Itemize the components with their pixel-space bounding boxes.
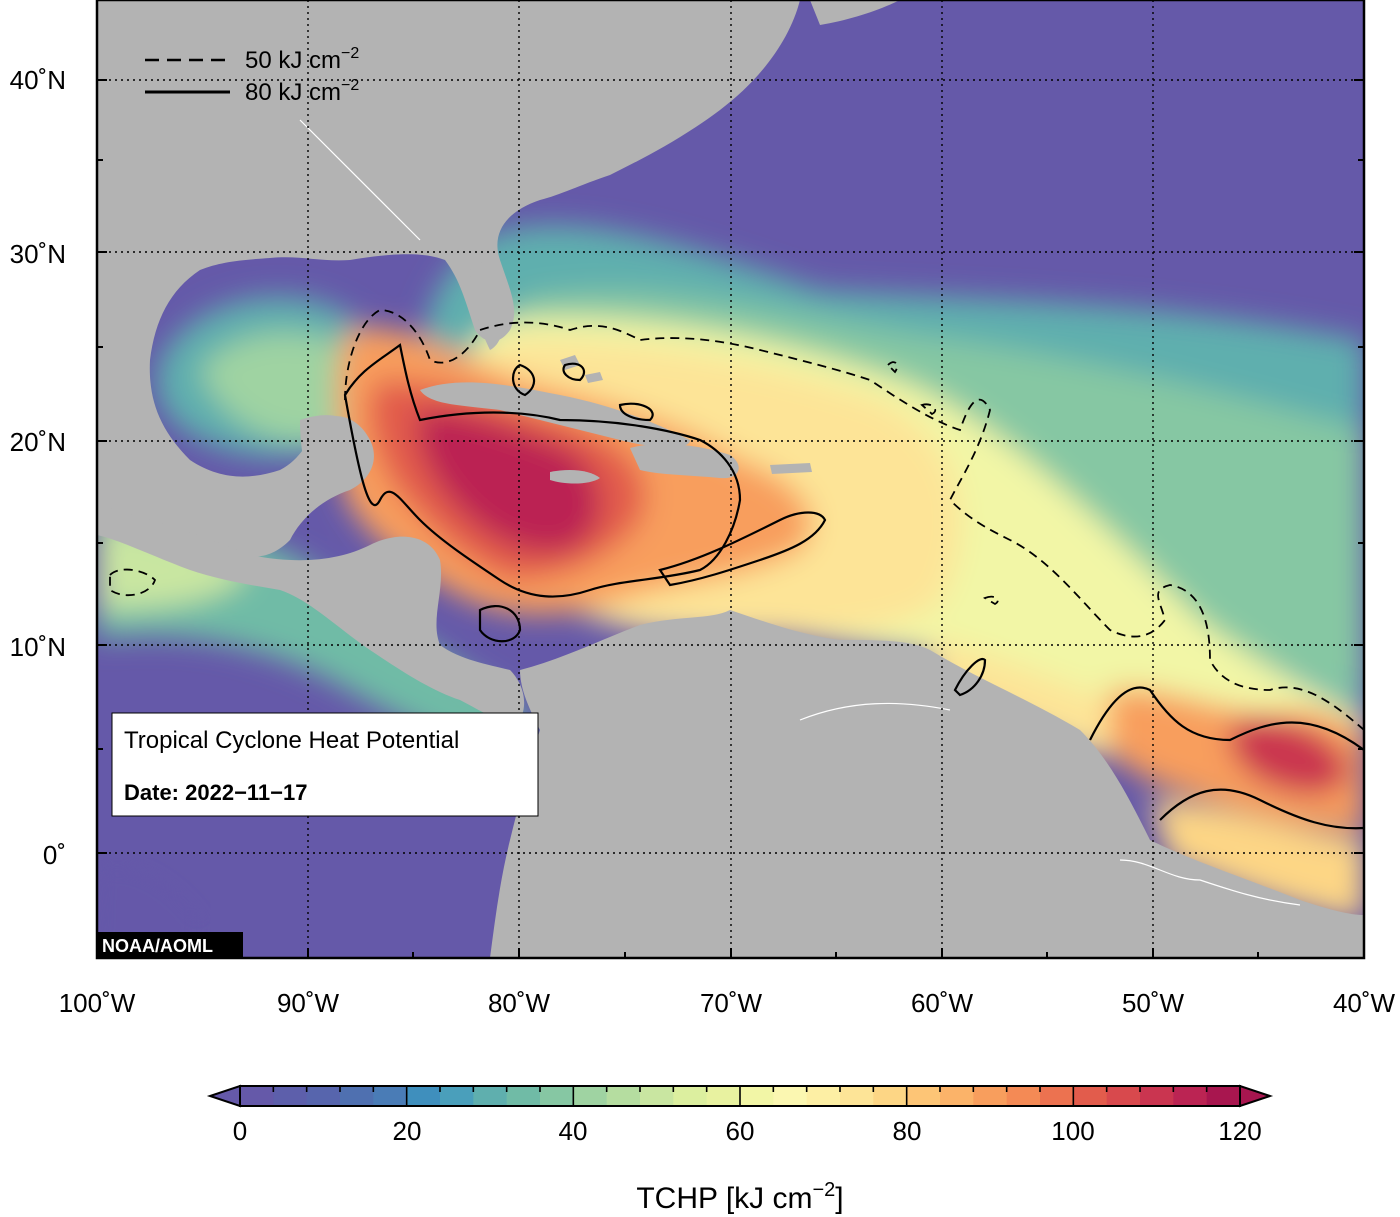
colorbar-swatch xyxy=(1106,1086,1141,1106)
colorbar-tick-label: 20 xyxy=(393,1116,422,1146)
map-date: Date: 2022−11−17 xyxy=(124,780,308,805)
map-panel: 50 kJ cm−2 80 kJ cm−2 Tropical Cyclone H… xyxy=(97,0,1364,958)
legend-50-label: 50 kJ cm−2 xyxy=(245,45,359,74)
colorbar-swatch xyxy=(906,1086,941,1106)
colorbar-swatch xyxy=(473,1086,508,1106)
lat-tick-label: 30˚N xyxy=(10,239,66,269)
lon-tick-label: 70˚W xyxy=(700,988,763,1018)
colorbar-swatch xyxy=(1173,1086,1208,1106)
colorbar-tick-label: 120 xyxy=(1218,1116,1261,1146)
lon-tick-label: 60˚W xyxy=(911,988,974,1018)
colorbar-swatch xyxy=(1140,1086,1174,1106)
colorbar-title: TCHP [kJ cm−2] xyxy=(636,1179,843,1215)
info-box: Tropical Cyclone Heat Potential Date: 20… xyxy=(111,712,539,817)
colorbar-swatch xyxy=(673,1086,708,1106)
colorbar-tick-label: 100 xyxy=(1051,1116,1094,1146)
colorbar-swatch xyxy=(1006,1086,1041,1106)
colorbar-min-extend xyxy=(210,1086,240,1106)
colorbar-swatch xyxy=(540,1086,574,1106)
colorbar-swatch xyxy=(706,1086,741,1106)
colorbar-swatch xyxy=(873,1086,908,1106)
colorbar-swatch xyxy=(573,1086,608,1106)
colorbar-swatch xyxy=(240,1086,274,1106)
map-title: Tropical Cyclone Heat Potential xyxy=(124,727,459,754)
lon-axis-labels: 100˚W 90˚W 80˚W 70˚W 60˚W 50˚W 40˚W xyxy=(59,988,1396,1018)
colorbar-swatch xyxy=(640,1086,674,1106)
colorbar-swatch xyxy=(740,1086,774,1106)
lon-tick-label: 50˚W xyxy=(1122,988,1185,1018)
colorbar-swatch xyxy=(406,1086,441,1106)
credit-text: NOAA/AOML xyxy=(102,936,213,956)
colorbar-max-extend xyxy=(1240,1086,1270,1106)
contour-50 xyxy=(109,309,1364,731)
lon-tick-label: 90˚W xyxy=(277,988,340,1018)
colorbar-swatch xyxy=(1040,1086,1074,1106)
land-masses xyxy=(97,0,1364,958)
legend-80-label: 80 kJ cm−2 xyxy=(245,77,359,106)
lat-axis-labels: 40˚N 30˚N 20˚N 10˚N 0˚ xyxy=(10,65,66,870)
lon-tick-label: 100˚W xyxy=(59,988,136,1018)
colorbar-swatch xyxy=(373,1086,408,1106)
colorbar-tick-label: 0 xyxy=(233,1116,247,1146)
colorbar-swatch xyxy=(840,1086,874,1106)
lat-tick-label: 10˚N xyxy=(10,632,66,662)
colorbar-swatch xyxy=(1206,1086,1241,1106)
lon-tick-label: 40˚W xyxy=(1333,988,1396,1018)
lat-tick-label: 0˚ xyxy=(43,840,66,870)
colorbar-swatches xyxy=(240,1086,1241,1106)
contour-80 xyxy=(343,343,1364,830)
colorbar-swatch xyxy=(806,1086,841,1106)
colorbar-swatch xyxy=(1073,1086,1108,1106)
colorbar-swatch xyxy=(773,1086,808,1106)
colorbar-swatch xyxy=(440,1086,474,1106)
credit-badge: NOAA/AOML xyxy=(97,932,243,958)
rivers xyxy=(299,119,1301,906)
colorbar-swatch xyxy=(306,1086,341,1106)
lon-tick-label: 80˚W xyxy=(488,988,551,1018)
colorbar-tick-label: 60 xyxy=(726,1116,755,1146)
colorbar: 0 20 40 60 80 100 120 TCHP [kJ cm−2] xyxy=(206,1084,1274,1215)
colorbar-swatch xyxy=(973,1086,1008,1106)
frame-ticks xyxy=(97,79,1364,958)
colorbar-swatch xyxy=(606,1086,641,1106)
contour-legend: 50 kJ cm−2 80 kJ cm−2 xyxy=(145,45,359,106)
colorbar-tick-label: 40 xyxy=(559,1116,588,1146)
colorbar-swatch xyxy=(273,1086,308,1106)
colorbar-swatch xyxy=(506,1086,541,1106)
colorbar-tick-label: 80 xyxy=(893,1116,922,1146)
colorbar-swatch xyxy=(940,1086,974,1106)
colorbar-swatch xyxy=(340,1086,374,1106)
lat-tick-label: 20˚N xyxy=(10,427,66,457)
lat-tick-label: 40˚N xyxy=(10,65,66,95)
